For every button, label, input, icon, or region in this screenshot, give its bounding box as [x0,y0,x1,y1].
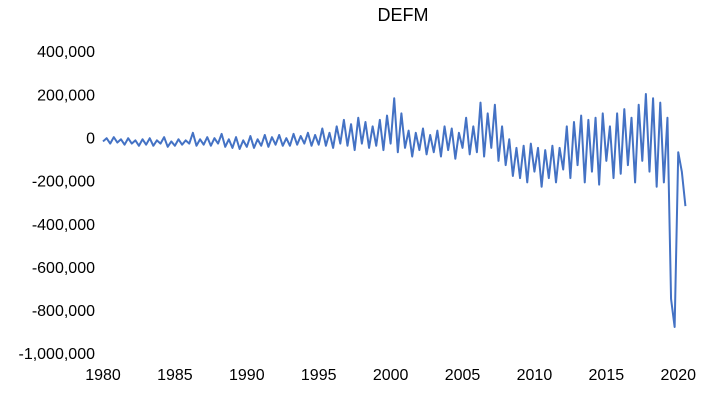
x-tick-label: 2010 [517,367,553,384]
y-tick-label: 200,000 [37,87,95,104]
y-tick-label: -1,000,000 [18,346,95,363]
x-tick-label: 2015 [589,367,625,384]
x-tick-label: 2005 [445,367,481,384]
chart-title: DEFM [378,5,429,25]
x-tick-label: 1995 [301,367,337,384]
data-line [102,92,687,328]
y-tick-label: -400,000 [32,217,95,234]
y-tick-label: -800,000 [32,303,95,320]
y-tick-label: 0 [86,131,95,148]
x-tick-label: 1980 [85,367,121,384]
x-tick-label: 2000 [373,367,409,384]
y-tick-label: 400,000 [37,44,95,61]
y-tick-label: -600,000 [32,260,95,277]
y-tick-label: -200,000 [32,174,95,191]
x-tick-label: 2020 [660,367,696,384]
x-tick-label: 1985 [157,367,193,384]
x-tick-label: 1990 [229,367,265,384]
